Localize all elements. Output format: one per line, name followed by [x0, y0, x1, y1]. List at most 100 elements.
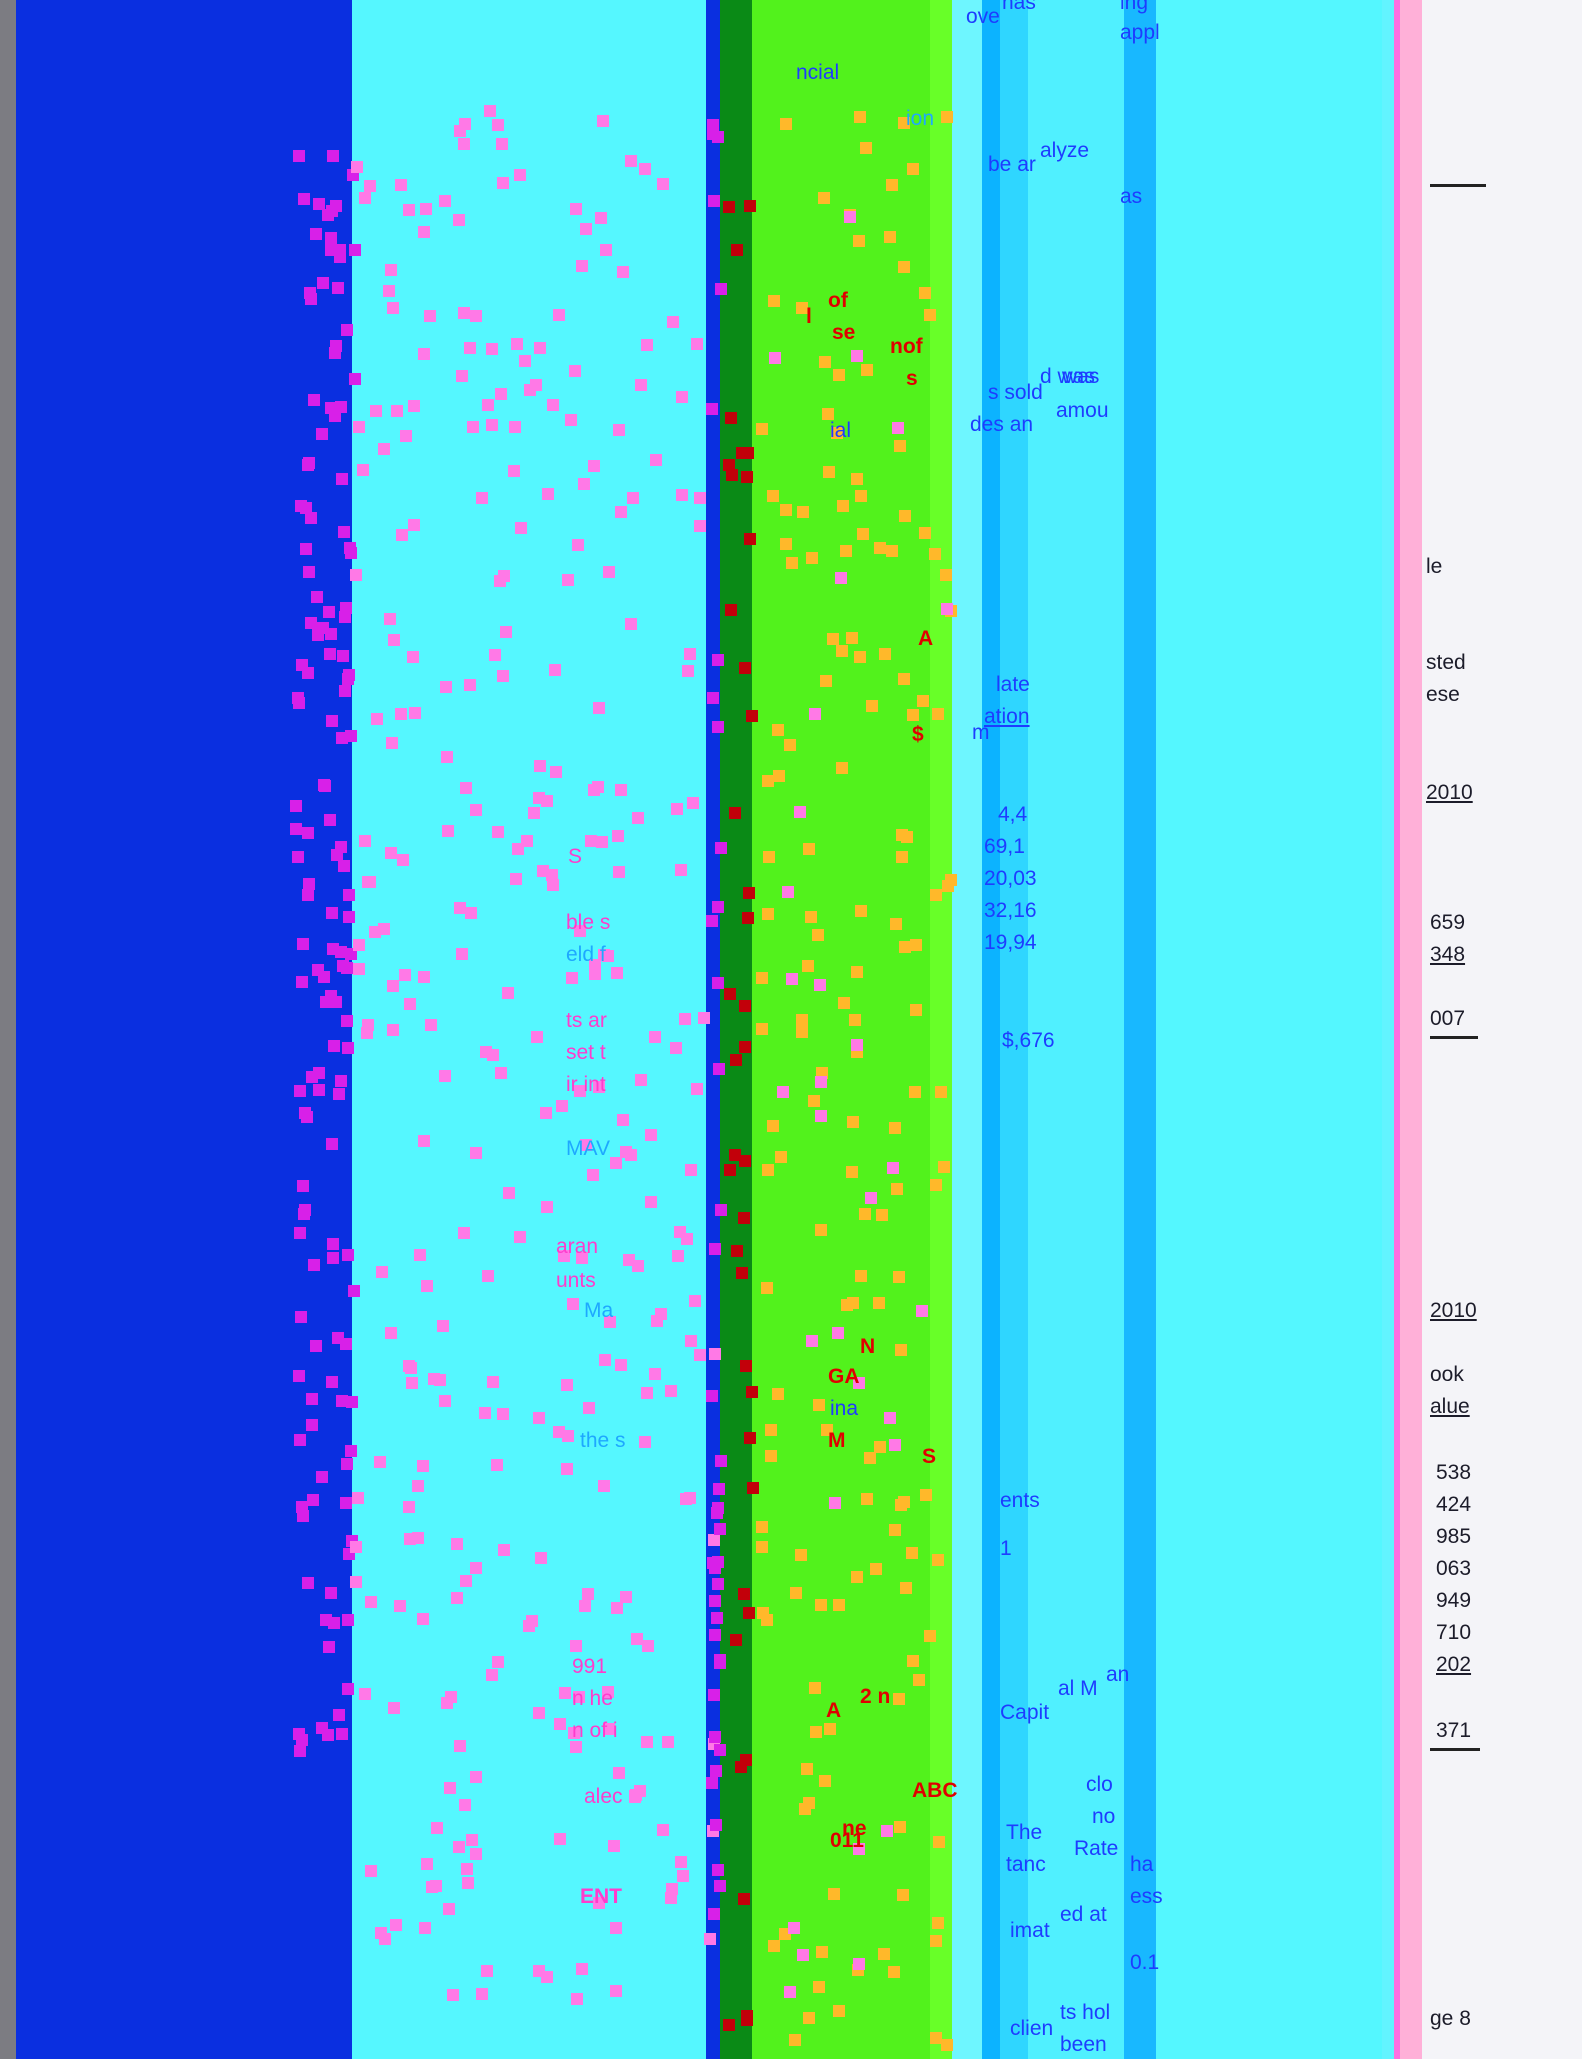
- glitch-pixel: [296, 1501, 308, 1513]
- glitch-pixel: [744, 200, 756, 212]
- glitch-pixel: [924, 309, 936, 321]
- glitch-pixel: [326, 715, 338, 727]
- glitch-pixel: [726, 469, 738, 481]
- glitch-pixel: [550, 766, 562, 778]
- glitch-pixel: [711, 1507, 723, 1519]
- glitch-pixel: [431, 1822, 443, 1834]
- glitch-pixel: [866, 700, 878, 712]
- glitch-pixel: [300, 543, 312, 555]
- glitch-pixel: [396, 529, 408, 541]
- right-fragment: 1: [1000, 1537, 1012, 1560]
- glitch-pixel: [838, 997, 850, 1009]
- glitch-pixel: [421, 1280, 433, 1292]
- cyan-band-mid: [952, 0, 982, 2059]
- glitch-pixel: [344, 542, 356, 554]
- glitch-pixel: [350, 569, 362, 581]
- glitch-pixel: [596, 836, 608, 848]
- glitch-pixel: [370, 405, 382, 417]
- glitch-pixel: [295, 1311, 307, 1323]
- page-footer: ge 8: [1430, 2007, 1471, 2030]
- glitch-pixel: [341, 1458, 353, 1470]
- far-right-fragment: ese: [1426, 683, 1460, 706]
- glitch-pixel: [740, 1360, 752, 1372]
- far-right-fragment: 424: [1436, 1493, 1472, 1516]
- glitch-pixel: [454, 1740, 466, 1752]
- glitch-pixel: [512, 843, 524, 855]
- glitch-pixel: [617, 1114, 629, 1126]
- glitch-pixel: [794, 806, 806, 818]
- glitch-pixel: [613, 866, 625, 878]
- glitch-pixel: [809, 708, 821, 720]
- glitch-pixel: [349, 373, 361, 385]
- glitch-pixel: [632, 812, 644, 824]
- glitch-pixel: [941, 2039, 953, 2051]
- glitch-pixel: [451, 1538, 463, 1550]
- glitch-pixel: [365, 1596, 377, 1608]
- glitch-pixel: [780, 504, 792, 516]
- glitch-pixel: [500, 626, 512, 638]
- glitch-pixel: [317, 622, 329, 634]
- glitch-pixel: [853, 235, 865, 247]
- glitch-pixel: [649, 1031, 661, 1043]
- glitch-pixel: [813, 1399, 825, 1411]
- glitch-pixel: [901, 831, 913, 843]
- glitch-pixel: [815, 1224, 827, 1236]
- glitch-pixel: [325, 1587, 337, 1599]
- glitch-pixel: [351, 161, 363, 173]
- glitch-pixel: [786, 973, 798, 985]
- glitch-pixel: [578, 478, 590, 490]
- glitch-pixel: [735, 1761, 747, 1773]
- right-fragment: ed at: [1060, 1903, 1107, 1926]
- rule-line: [1430, 184, 1486, 187]
- glitch-pixel: [404, 998, 416, 1010]
- glitch-pixel: [439, 195, 451, 207]
- glitch-pixel: [294, 1745, 306, 1757]
- glitch-pixel: [491, 1459, 503, 1471]
- glitch-pixel: [881, 1825, 893, 1837]
- glitch-pixel: [502, 987, 514, 999]
- glitch-pixel: [338, 526, 350, 538]
- glitch-pixel: [645, 1196, 657, 1208]
- right-fragment: d was: [1040, 365, 1095, 388]
- sky-band-4: [1124, 0, 1156, 2059]
- glitch-pixel: [889, 1122, 901, 1134]
- left-fragment: ENT: [580, 1885, 622, 1908]
- glitch-pixel: [756, 972, 768, 984]
- glitch-pixel: [761, 1614, 773, 1626]
- glitch-pixel: [837, 500, 849, 512]
- glitch-pixel: [620, 1591, 632, 1603]
- glitch-pixel: [896, 851, 908, 863]
- glitch-pixel: [418, 1135, 430, 1147]
- left-fragment: unts: [556, 1269, 596, 1292]
- glitch-pixel: [772, 1388, 784, 1400]
- sky-band-1: [982, 0, 1000, 2059]
- glitch-pixel: [293, 150, 305, 162]
- far-right-fragment: le: [1426, 555, 1443, 578]
- glitch-pixel: [819, 1775, 831, 1787]
- glitch-pixel: [333, 1709, 345, 1721]
- glitch-pixel: [832, 1327, 844, 1339]
- glitch-pixel: [822, 408, 834, 420]
- glitch-pixel: [562, 574, 574, 586]
- light-green-band: [930, 0, 952, 2059]
- glitch-pixel: [803, 843, 815, 855]
- glitch-pixel: [319, 780, 331, 792]
- glitch-pixel: [919, 287, 931, 299]
- glitch-pixel: [326, 907, 338, 919]
- glitch-pixel: [470, 1562, 482, 1574]
- glitch-pixel: [731, 244, 743, 256]
- glitch-pixel: [667, 316, 679, 328]
- glitch-pixel: [602, 1686, 614, 1698]
- glitch-pixel: [713, 1483, 725, 1495]
- glitch-pixel: [362, 876, 374, 888]
- glitch-pixel: [756, 423, 768, 435]
- glitch-pixel: [706, 403, 718, 415]
- glitch-pixel: [816, 1946, 828, 1958]
- glitch-pixel: [747, 1482, 759, 1494]
- glitch-pixel: [823, 466, 835, 478]
- middle-fragment: GA: [828, 1365, 860, 1388]
- glitch-pixel: [531, 1031, 543, 1043]
- right-fragment: $,676: [1002, 1029, 1055, 1052]
- glitch-pixel: [782, 886, 794, 898]
- middle-fragment: of: [828, 289, 848, 312]
